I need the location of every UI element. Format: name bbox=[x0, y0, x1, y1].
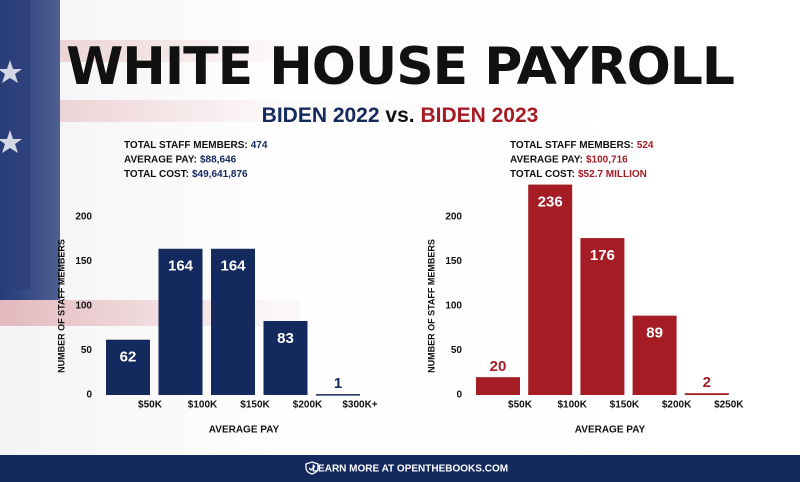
bar bbox=[684, 393, 729, 395]
x-tick-label: $100K bbox=[557, 400, 587, 411]
bar bbox=[263, 320, 308, 395]
y-tick-label: 150 bbox=[445, 256, 462, 267]
y-axis-label: NUMBER OF STAFF MEMBERS bbox=[426, 239, 436, 373]
footer-icon bbox=[305, 461, 319, 475]
stat-line: TOTAL STAFF MEMBERS: 524 bbox=[510, 140, 654, 151]
stat-line: TOTAL STAFF MEMBERS: 474 bbox=[124, 140, 268, 151]
y-tick-label: 0 bbox=[86, 390, 92, 401]
stat-line: TOTAL COST: $52.7 MILLION bbox=[510, 169, 647, 180]
data-label: 164 bbox=[168, 258, 194, 275]
bar bbox=[632, 315, 677, 395]
stat-label: TOTAL COST: bbox=[510, 169, 575, 180]
stat-label: AVERAGE PAY: bbox=[124, 154, 197, 165]
stat-line: AVERAGE PAY: $88,646 bbox=[124, 154, 237, 165]
y-tick-label: 50 bbox=[451, 345, 463, 356]
stat-value: 474 bbox=[251, 140, 268, 151]
x-tick-label: $100K bbox=[188, 400, 218, 411]
data-label: 62 bbox=[120, 349, 137, 366]
stat-label: AVERAGE PAY: bbox=[510, 154, 583, 165]
y-tick-label: 200 bbox=[445, 211, 462, 222]
stat-value: $49,641,876 bbox=[192, 169, 248, 180]
x-tick-label: $50K bbox=[508, 400, 533, 411]
bar bbox=[528, 184, 573, 395]
data-label: 20 bbox=[490, 358, 507, 375]
x-tick-label: $50K bbox=[138, 400, 163, 411]
stat-line: TOTAL COST: $49,641,876 bbox=[124, 169, 248, 180]
stat-label: TOTAL COST: bbox=[124, 169, 189, 180]
footer-bar bbox=[0, 455, 800, 482]
data-label: 164 bbox=[220, 258, 246, 275]
stat-value: $88,646 bbox=[200, 154, 237, 165]
data-label: 236 bbox=[538, 194, 563, 211]
x-tick-label: $150K bbox=[240, 400, 270, 411]
y-tick-label: 50 bbox=[81, 345, 93, 356]
bar bbox=[316, 394, 360, 396]
data-label: 2 bbox=[703, 374, 711, 391]
title: WHITE HOUSE PAYROLL bbox=[66, 37, 734, 97]
stat-label: TOTAL STAFF MEMBERS: bbox=[124, 140, 248, 151]
stat-value: 524 bbox=[637, 140, 654, 151]
y-tick-label: 100 bbox=[445, 300, 462, 311]
stat-value: $100,716 bbox=[586, 154, 628, 165]
y-tick-label: 0 bbox=[456, 390, 462, 401]
x-tick-label: $200K bbox=[293, 400, 323, 411]
subtitle-part: vs. bbox=[385, 104, 414, 127]
x-tick-label: $200K bbox=[662, 400, 692, 411]
bar bbox=[476, 377, 520, 395]
subtitle: BIDEN 2022 vs. BIDEN 2023 bbox=[262, 104, 539, 127]
x-tick-label: $300K+ bbox=[342, 400, 377, 411]
data-label: 89 bbox=[646, 325, 663, 342]
y-axis-label: NUMBER OF STAFF MEMBERS bbox=[56, 239, 66, 373]
bar bbox=[106, 339, 150, 395]
y-tick-label: 200 bbox=[75, 211, 92, 222]
stat-value: $52.7 MILLION bbox=[578, 169, 647, 180]
y-tick-label: 100 bbox=[75, 300, 92, 311]
stat-line: AVERAGE PAY: $100,716 bbox=[510, 154, 628, 165]
bar bbox=[158, 248, 203, 395]
data-label: 1 bbox=[334, 375, 342, 392]
data-label: 83 bbox=[277, 330, 294, 347]
x-tick-label: $150K bbox=[610, 400, 640, 411]
x-axis-label: AVERAGE PAY bbox=[575, 425, 646, 436]
stat-label: TOTAL STAFF MEMBERS: bbox=[510, 140, 634, 151]
subtitle-part: BIDEN 2023 bbox=[420, 104, 538, 127]
subtitle-part: BIDEN 2022 bbox=[262, 104, 380, 127]
footer-text: LEARN MORE AT OPENTHEBOOKS.COM bbox=[312, 464, 508, 475]
x-tick-label: $250K bbox=[714, 400, 744, 411]
bar bbox=[211, 248, 255, 395]
x-axis-label: AVERAGE PAY bbox=[209, 425, 280, 436]
y-tick-label: 150 bbox=[75, 256, 92, 267]
data-label: 176 bbox=[590, 247, 615, 264]
footer-icon-check bbox=[308, 465, 316, 471]
bar bbox=[580, 238, 625, 395]
